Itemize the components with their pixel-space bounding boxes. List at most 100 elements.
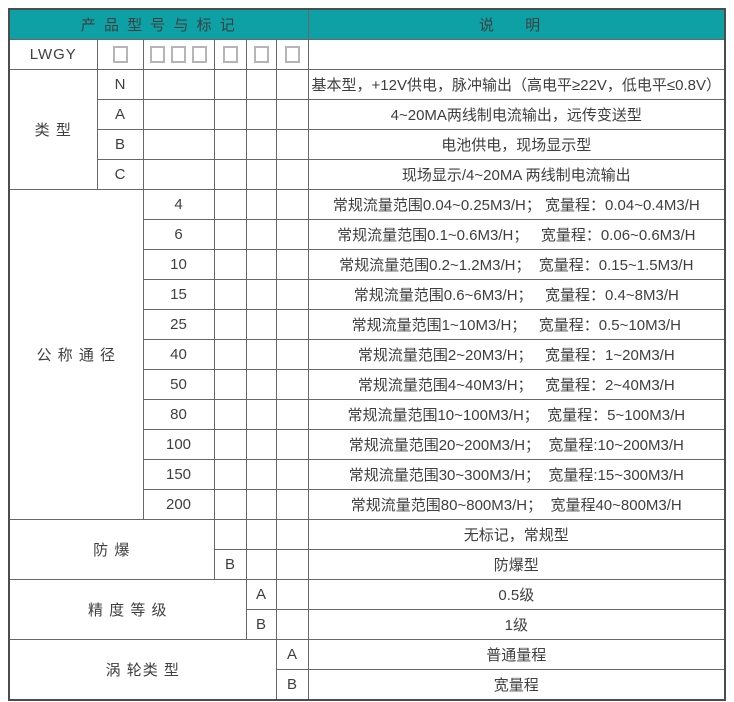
diameter-code-150: 150 [142,459,215,490]
empty-cell [275,339,309,370]
type-desc-C: 现场显示/4~20MA 两线制电流输出 [307,159,726,190]
empty-cell [245,99,277,130]
empty-cell [275,549,309,580]
diameter-desc-50: 常规流量范围4~40M3/H； 宽量程：2~40M3/H [307,369,726,400]
type-desc-A: 4~20MA两线制电流输出，远传变送型 [307,99,726,130]
empty-cell [245,129,277,160]
empty-cell [275,99,309,130]
header-description: 说 明 [307,8,726,40]
diameter-desc-100: 常规流量范围20~200M3/H； 宽量程:10~200M3/H [307,429,726,460]
diameter-row-40: 40 常规流量范围2~20M3/H； 宽量程：1~20M3/H [9,339,726,370]
empty-cell [245,159,277,190]
empty-cell [275,219,309,250]
empty-cell [245,279,277,310]
empty-cell [213,339,247,370]
diameter-code-100: 100 [142,429,215,460]
diameter-desc-6: 常规流量范围0.1~0.6M3/H； 宽量程：0.06~0.6M3/H [307,219,726,250]
diameter-code-4: 4 [142,189,215,220]
section-label-type: 类 型 [8,69,98,190]
diameter-row-80: 80 常规流量范围10~100M3/H； 宽量程：5~100M3/H [9,399,726,430]
diameter-row-10: 10 常规流量范围0.2~1.2M3/H； 宽量程：0.15~1.5M3/H [9,249,726,280]
spec-table-body: 产 品 型 号 与 标 记说 明 LWGY 类 型 N 基本型，+12V供电，脉冲输出（… [8,8,726,701]
diameter-desc-4: 常规流量范围0.04~0.25M3/H； 宽量程：0.04~0.4M3/H [307,189,726,220]
diameter-row-4: 公 称 通 径 4 常规流量范围0.04~0.25M3/H； 宽量程：0.04~0.… [8,189,726,520]
turbine-desc-B: 宽量程 [307,669,726,701]
accuracy-row-A: 精 度 等 级 A 0.5级 [8,579,726,640]
diameter-desc-25: 常规流量范围1~10M3/H； 宽量程：0.5~10M3/H [307,309,726,340]
code-box-diameter [142,39,215,70]
checkbox-placeholder-icon [253,46,269,64]
diameter-desc-150: 常规流量范围30~300M3/H； 宽量程:15~300M3/H [307,459,726,490]
accuracy-code-A: A [245,579,277,610]
type-desc-N: 基本型，+12V供电，脉冲输出（高电平≥22V，低电平≤0.8V） [307,69,726,100]
section-label-explosion-proof: 防 爆 [8,519,215,580]
type-row-B: B 电池供电，现场显示型 [9,129,726,160]
diameter-desc-80: 常规流量范围10~100M3/H； 宽量程：5~100M3/H [307,399,726,430]
empty-cell [245,429,277,460]
header-product-model-mark: 产 品 型 号 与 标 记 [8,8,309,40]
accuracy-row-B: B 1级 [9,609,726,640]
empty-cell [275,159,309,190]
diameter-row-50: 50 常规流量范围4~40M3/H； 宽量程：2~40M3/H [9,369,726,400]
empty-cell [213,399,247,430]
type-desc-B: 电池供电，现场显示型 [307,129,726,160]
empty-cell [245,519,277,550]
type-code-N: N [96,69,144,100]
empty-cell [275,429,309,460]
empty-cell [142,69,215,100]
type-row-N: 类 型 N 基本型，+12V供电，脉冲输出（高电平≥22V，低电平≤0.8V） [8,69,726,190]
empty-cell [142,129,215,160]
diameter-row-15: 15 常规流量范围0.6~6M3/H； 宽量程：0.4~8M3/H [9,279,726,310]
section-label-accuracy: 精 度 等 级 [8,579,247,640]
code-box-type [96,39,144,70]
model-code-row: LWGY [8,39,726,70]
diameter-desc-10: 常规流量范围0.2~1.2M3/H； 宽量程：0.15~1.5M3/H [307,249,726,280]
empty-cell [245,69,277,100]
empty-cell [213,249,247,280]
empty-cell [275,189,309,220]
empty-cell [213,429,247,460]
empty-cell [275,519,309,550]
empty-cell [213,219,247,250]
empty-cell [275,69,309,100]
empty-cell [245,489,277,520]
diameter-row-150: 150 常规流量范围30~300M3/H； 宽量程:15~300M3/H [9,459,726,490]
empty-cell [275,249,309,280]
empty-cell [245,549,277,580]
checkbox-placeholder-icon [171,46,186,64]
empty-cell [275,579,309,610]
diameter-code-40: 40 [142,339,215,370]
section-label-diameter: 公 称 通 径 [8,189,144,520]
type-row-C: C 现场显示/4~20MA 两线制电流输出 [9,159,726,190]
empty-cell [245,399,277,430]
empty-cell [275,309,309,340]
code-box-accuracy [245,39,277,70]
code-box-explosion [213,39,247,70]
empty-cell [245,309,277,340]
type-code-A: A [96,99,144,130]
turbine-code-B: B [275,669,309,701]
accuracy-code-B: B [245,609,277,640]
checkbox-placeholder-icon [150,46,165,64]
explosion-row-B: B 防爆型 [9,549,726,580]
empty-cell [245,459,277,490]
explosion-code-none [213,519,247,550]
checkbox-placeholder-icon [192,46,207,64]
empty-cell [245,339,277,370]
empty-cell [275,369,309,400]
accuracy-desc-B: 1级 [307,609,726,640]
type-code-C: C [96,159,144,190]
diameter-row-25: 25 常规流量范围1~10M3/H； 宽量程：0.5~10M3/H [9,309,726,340]
diameter-desc-40: 常规流量范围2~20M3/H； 宽量程：1~20M3/H [307,339,726,370]
empty-cell [245,369,277,400]
explosion-code-B: B [213,549,247,580]
checkbox-placeholder-icon [112,46,128,64]
diameter-code-6: 6 [142,219,215,250]
accuracy-desc-A: 0.5级 [307,579,726,610]
turbine-desc-A: 普通量程 [307,639,726,670]
empty-cell [213,369,247,400]
model-prefix: LWGY [8,39,98,70]
diameter-desc-15: 常规流量范围0.6~6M3/H； 宽量程：0.4~8M3/H [307,279,726,310]
spec-table: 产 品 型 号 与 标 记说 明 LWGY 类 型 N 基本型，+12V供电，脉冲输出（… [8,8,726,701]
